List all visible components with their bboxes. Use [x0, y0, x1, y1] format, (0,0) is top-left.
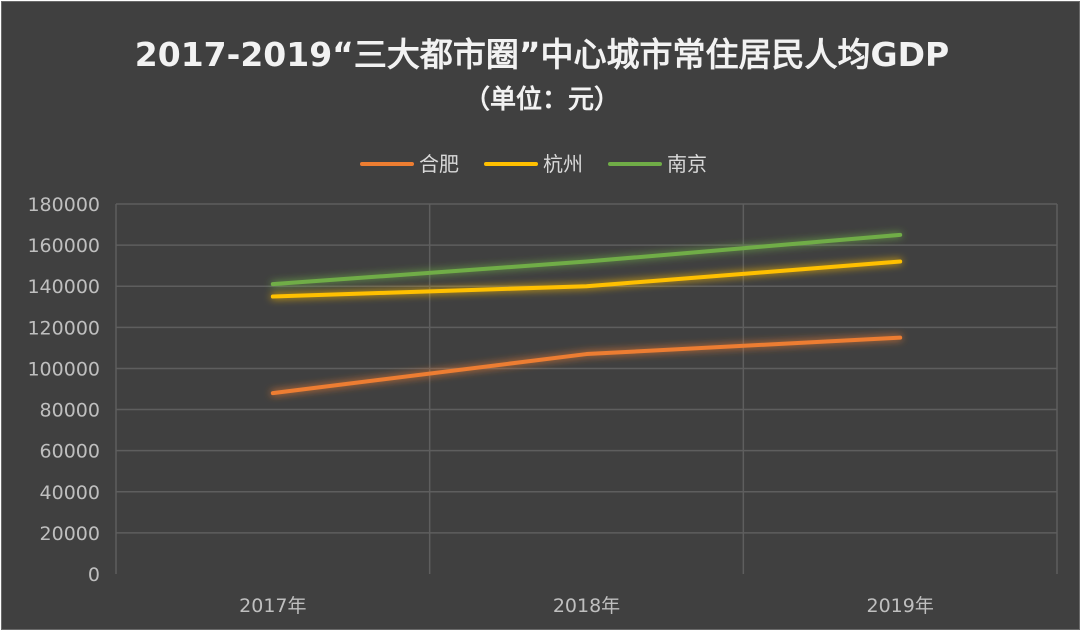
- y-tick-label: 80000: [40, 400, 100, 422]
- series-line: [270, 259, 903, 299]
- x-axis: 2017年 2018年 2019年: [239, 595, 934, 617]
- chart-title: 2017-2019“三大都市圈”中心城市常住居民人均GDP: [135, 35, 949, 74]
- y-tick-label: 120000: [27, 317, 100, 339]
- y-tick-label: 180000: [27, 194, 100, 216]
- y-tick-label: 160000: [27, 235, 100, 257]
- y-tick-label: 60000: [40, 441, 100, 463]
- y-tick-label: 0: [88, 564, 100, 586]
- legend-label: 杭州: [543, 152, 583, 176]
- y-axis: 0 20000 40000 60000 80000 100000 120000 140000 1…: [27, 194, 100, 586]
- legend-label: 合肥: [419, 152, 459, 176]
- series-line: [270, 232, 903, 287]
- legend-label: 南京: [667, 152, 707, 176]
- series-layer: [270, 232, 903, 396]
- gridlines: [115, 203, 1058, 574]
- legend: 合肥 杭州 南京: [360, 152, 707, 176]
- x-tick-label: 2019年: [866, 595, 933, 617]
- y-tick-label: 140000: [27, 276, 100, 298]
- chart-subtitle: （单位：元）: [464, 84, 620, 115]
- y-tick-label: 40000: [40, 482, 100, 504]
- series-line: [270, 335, 903, 396]
- x-tick-label: 2017年: [239, 595, 306, 617]
- y-tick-label: 20000: [40, 523, 100, 545]
- y-tick-label: 100000: [27, 358, 100, 380]
- x-tick-label: 2018年: [553, 595, 620, 617]
